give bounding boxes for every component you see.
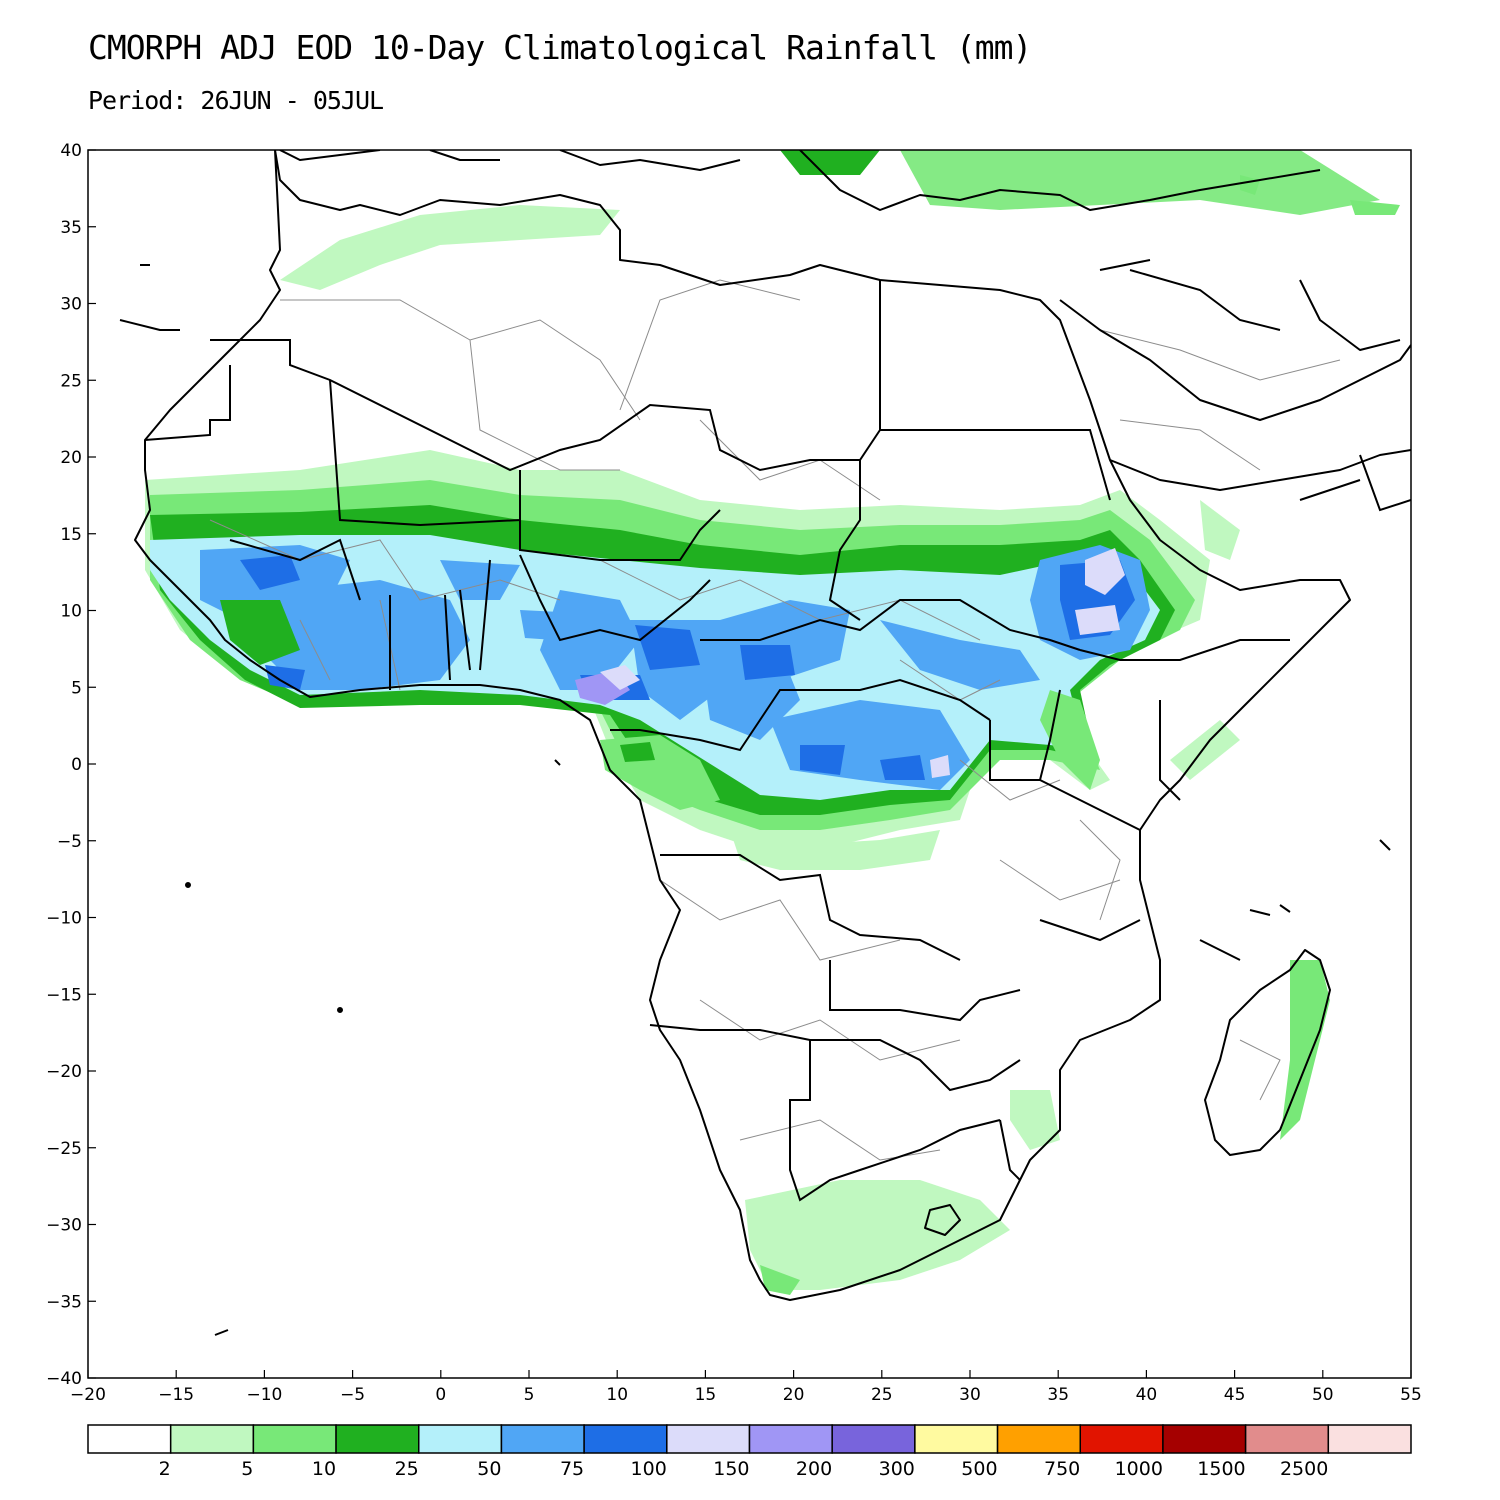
x-tick-label: 50 xyxy=(1312,1385,1334,1405)
colorbar-swatch xyxy=(996,1424,1081,1454)
y-tick-label: −25 xyxy=(46,1139,82,1159)
colorbar-label: 200 xyxy=(796,1458,832,1480)
y-tick-label: −10 xyxy=(46,909,82,929)
colorbar-swatch xyxy=(1327,1424,1412,1454)
colorbar-label: 500 xyxy=(961,1458,997,1480)
y-tick-label: 15 xyxy=(60,525,82,545)
colorbar-label: 5 xyxy=(241,1458,253,1480)
x-tick-label: 0 xyxy=(435,1385,446,1405)
y-tick-label: −20 xyxy=(46,1062,82,1082)
colorbar-label: 100 xyxy=(631,1458,667,1480)
y-tick-label: 30 xyxy=(60,295,82,315)
y-tick-label: −40 xyxy=(46,1369,82,1389)
colorbar-swatch xyxy=(1079,1424,1164,1454)
colorbar-label: 1500 xyxy=(1197,1458,1245,1480)
y-tick-label: −5 xyxy=(57,832,82,852)
rain-madagascar xyxy=(1280,960,1330,1140)
map-plot-area xyxy=(88,150,1411,1378)
colorbar-label: 300 xyxy=(879,1458,915,1480)
y-tick-label: −15 xyxy=(46,985,82,1005)
x-tick-label: 15 xyxy=(695,1385,717,1405)
y-tick-label: 10 xyxy=(60,602,82,622)
x-tick-label: 40 xyxy=(1136,1385,1158,1405)
y-tick-label: 0 xyxy=(71,755,82,775)
colorbar-label: 150 xyxy=(713,1458,749,1480)
y-tick-label: 5 xyxy=(71,678,82,698)
rain-150-200-patches xyxy=(575,548,1125,778)
colorbar-label: 25 xyxy=(395,1458,419,1480)
x-tick-label: 55 xyxy=(1400,1385,1422,1405)
y-tick-label: −30 xyxy=(46,1216,82,1236)
x-axis: −20 −15 −10 −5 0 5 10 15 20 25 30 35 40 45 50 55 xyxy=(70,1370,1422,1405)
colorbar-label: 50 xyxy=(477,1458,501,1480)
colorbar-label: 1000 xyxy=(1115,1458,1163,1480)
x-tick-label: −20 xyxy=(70,1385,106,1405)
y-tick-label: 35 xyxy=(60,218,82,238)
x-tick-label: 25 xyxy=(871,1385,893,1405)
x-tick-label: −15 xyxy=(158,1385,194,1405)
africa-coastline xyxy=(134,150,1351,1301)
colorbar-label: 750 xyxy=(1044,1458,1080,1480)
x-tick-label: −10 xyxy=(246,1385,282,1405)
colorbar-swatch xyxy=(418,1424,503,1454)
colorbar-swatch xyxy=(87,1424,172,1454)
colorbar-label: 2 xyxy=(159,1458,171,1480)
country-borders xyxy=(144,259,1411,1202)
colorbar-swatch xyxy=(335,1424,420,1454)
colorbar-label: 2500 xyxy=(1280,1458,1328,1480)
rain-congo-south xyxy=(730,830,940,870)
x-tick-label: 45 xyxy=(1224,1385,1246,1405)
colorbar-swatch xyxy=(252,1424,337,1454)
colorbar-swatch xyxy=(914,1424,999,1454)
colorbar-swatch xyxy=(1162,1424,1247,1454)
colorbar-swatch xyxy=(748,1424,833,1454)
coastlines xyxy=(119,150,1411,1336)
arabia-coastline xyxy=(1059,299,1411,491)
y-axis: 40 35 30 25 20 15 10 5 0 −5 −10 −15 −20 −25 −30 −35 −40 xyxy=(46,141,96,1389)
x-tick-label: 35 xyxy=(1047,1385,1069,1405)
y-tick-label: 40 xyxy=(60,141,82,161)
colorbar-label: 75 xyxy=(560,1458,584,1480)
x-tick-label: 10 xyxy=(606,1385,628,1405)
europe-coastline xyxy=(279,150,1321,211)
y-tick-label: 25 xyxy=(60,371,82,391)
colorbar-swatch xyxy=(169,1424,255,1454)
y-tick-label: −35 xyxy=(46,1292,82,1312)
x-tick-label: 5 xyxy=(524,1385,535,1405)
colorbar-label: 10 xyxy=(312,1458,336,1480)
madagascar-coastline xyxy=(1204,949,1331,1156)
colorbar-swatch xyxy=(500,1424,585,1454)
x-tick-label: 20 xyxy=(783,1385,805,1405)
colorbar-swatch xyxy=(1244,1424,1330,1454)
x-tick-label: 30 xyxy=(959,1385,981,1405)
period-label: Period: 26JUN - 05JUL xyxy=(88,86,384,115)
x-tick-label: −5 xyxy=(340,1385,365,1405)
colorbar-swatch xyxy=(583,1424,668,1454)
y-tick-label: 20 xyxy=(60,448,82,468)
colorbar-swatch xyxy=(666,1424,751,1454)
colorbar-swatch xyxy=(831,1424,916,1454)
colorbar: 2 5 10 25 50 75 100 150 200 300 500 750 1000 1500 2500 xyxy=(87,1424,1412,1480)
rain-europe xyxy=(900,150,1380,215)
rain-nw-africa xyxy=(280,205,620,290)
map-title: CMORPH ADJ EOD 10-Day Climatological Rai… xyxy=(88,28,1032,67)
